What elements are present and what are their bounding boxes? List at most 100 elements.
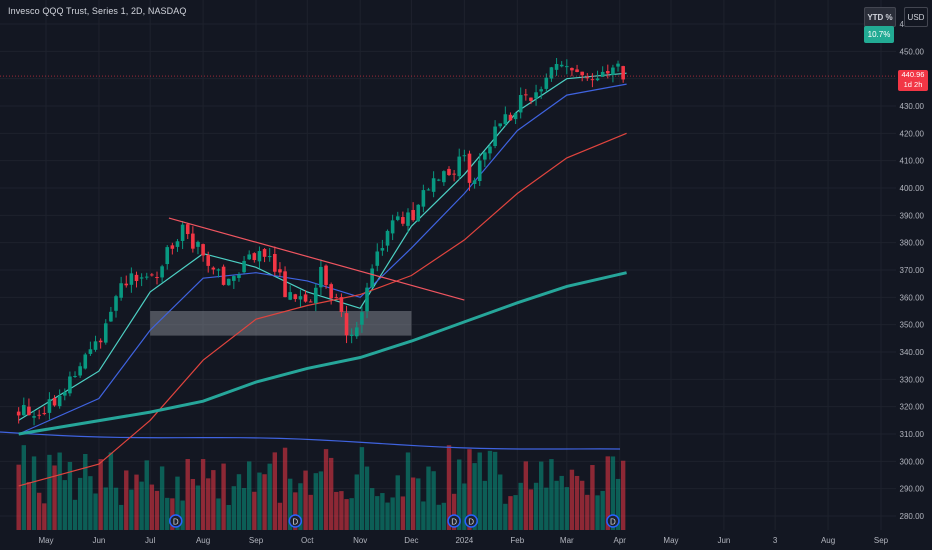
- candle-body: [221, 266, 226, 285]
- price-tick-label: 280.00: [900, 512, 925, 521]
- dividend-event-marker: [169, 514, 183, 528]
- candle-body: [621, 66, 625, 80]
- volume-bar: [16, 464, 21, 530]
- price-tick-label: 310.00: [900, 430, 925, 439]
- candle-body: [114, 296, 118, 311]
- candle-body: [139, 277, 144, 279]
- volume-bar: [544, 487, 549, 530]
- candle-body: [375, 251, 380, 266]
- candle-body: [134, 274, 139, 282]
- candle-body: [447, 168, 451, 176]
- candle-body: [585, 77, 590, 79]
- candle-body: [68, 376, 72, 394]
- time-tick-label: 3: [773, 536, 778, 545]
- volume-bar: [262, 474, 267, 530]
- price-tick-label: 360.00: [900, 293, 925, 302]
- volume-bar: [31, 456, 37, 530]
- volume-bar: [354, 474, 359, 530]
- time-tick-label: Aug: [196, 536, 210, 545]
- candle-body: [32, 416, 36, 418]
- volume-bar: [334, 491, 339, 530]
- volume-bar: [600, 490, 605, 530]
- candle-body: [257, 251, 262, 262]
- volume-bar: [293, 492, 298, 530]
- candle-body: [16, 411, 21, 416]
- volume-bar: [88, 476, 93, 530]
- time-axis: May Jun Jul Aug Sep Oct Nov Dec 2024 Feb Mar Apr May…: [38, 536, 888, 545]
- candle-body: [411, 210, 415, 221]
- trendline-line: [168, 217, 465, 301]
- candle-body: [150, 274, 154, 276]
- candle-body: [365, 287, 369, 312]
- volume-bar: [405, 452, 411, 530]
- volume-bar: [272, 452, 278, 530]
- volume-bar: [36, 492, 42, 530]
- candle-body: [472, 180, 477, 185]
- dividend-event-label: D: [173, 518, 179, 527]
- candle-body: [529, 97, 533, 101]
- candle-body: [339, 297, 344, 312]
- candle-body: [329, 284, 333, 299]
- candle-body: [349, 334, 354, 336]
- currency-button[interactable]: USD: [904, 7, 928, 27]
- volume-bar: [216, 498, 221, 530]
- volume-bar: [390, 497, 395, 530]
- volume-bar: [165, 497, 170, 530]
- volume-bar: [308, 494, 313, 530]
- volume-bar: [574, 475, 580, 530]
- candle-body: [416, 204, 421, 222]
- candle-body: [442, 171, 446, 183]
- candle-body: [539, 89, 543, 92]
- volume-bar: [226, 504, 231, 530]
- dividend-event-label: D: [468, 518, 474, 527]
- trendline: [168, 217, 465, 301]
- volume-bar: [72, 499, 78, 530]
- candle-body: [288, 292, 292, 300]
- volume-bar: [554, 480, 559, 530]
- candle-body: [390, 220, 395, 234]
- candle-body: [129, 273, 134, 285]
- volume-bar: [375, 496, 380, 530]
- ytd-value: 10.7%: [864, 26, 894, 43]
- volume-bar: [103, 487, 108, 530]
- candle-body: [119, 283, 123, 298]
- volume-bar: [426, 466, 431, 530]
- candle-body: [226, 278, 231, 286]
- volume-bar: [257, 472, 262, 530]
- volume-bars: [0, 431, 626, 530]
- time-tick-label: Sep: [249, 536, 264, 545]
- volume-bar: [113, 487, 119, 530]
- volume-bar: [579, 480, 585, 530]
- candle-body: [175, 241, 180, 247]
- last-price-tag: 440.96 1d 2h: [898, 70, 928, 91]
- candle-body: [196, 241, 200, 247]
- candle-body: [324, 265, 328, 285]
- candle-body: [431, 178, 436, 192]
- volume-bar: [313, 473, 318, 530]
- volume-bar: [211, 470, 216, 530]
- moving-average-line: [18, 83, 627, 435]
- volume-bar: [124, 470, 129, 530]
- volume-bar: [467, 449, 472, 530]
- volume-bar: [241, 488, 247, 530]
- candle-body: [554, 63, 559, 70]
- time-tick-label: Jul: [145, 536, 155, 545]
- price-tick-label: 380.00: [900, 239, 925, 248]
- time-tick-label: May: [38, 536, 53, 545]
- volume-bar: [323, 449, 329, 530]
- candle-body: [370, 268, 374, 288]
- price-axis: 460.00450.00440.00430.00420.00410.00400.…: [900, 20, 925, 521]
- volume-bar: [410, 477, 416, 530]
- volume-bar: [585, 494, 590, 530]
- volume-bar: [170, 498, 175, 530]
- volume-bar: [457, 459, 462, 530]
- candle-body: [155, 277, 159, 279]
- dividend-event-label: D: [451, 518, 457, 527]
- ytd-button[interactable]: YTD %: [864, 7, 896, 27]
- price-tick-label: 450.00: [900, 47, 925, 56]
- candle-body: [109, 311, 113, 322]
- dividend-event-label: D: [610, 518, 616, 527]
- volume-bar: [185, 458, 190, 530]
- candle-body: [493, 126, 497, 147]
